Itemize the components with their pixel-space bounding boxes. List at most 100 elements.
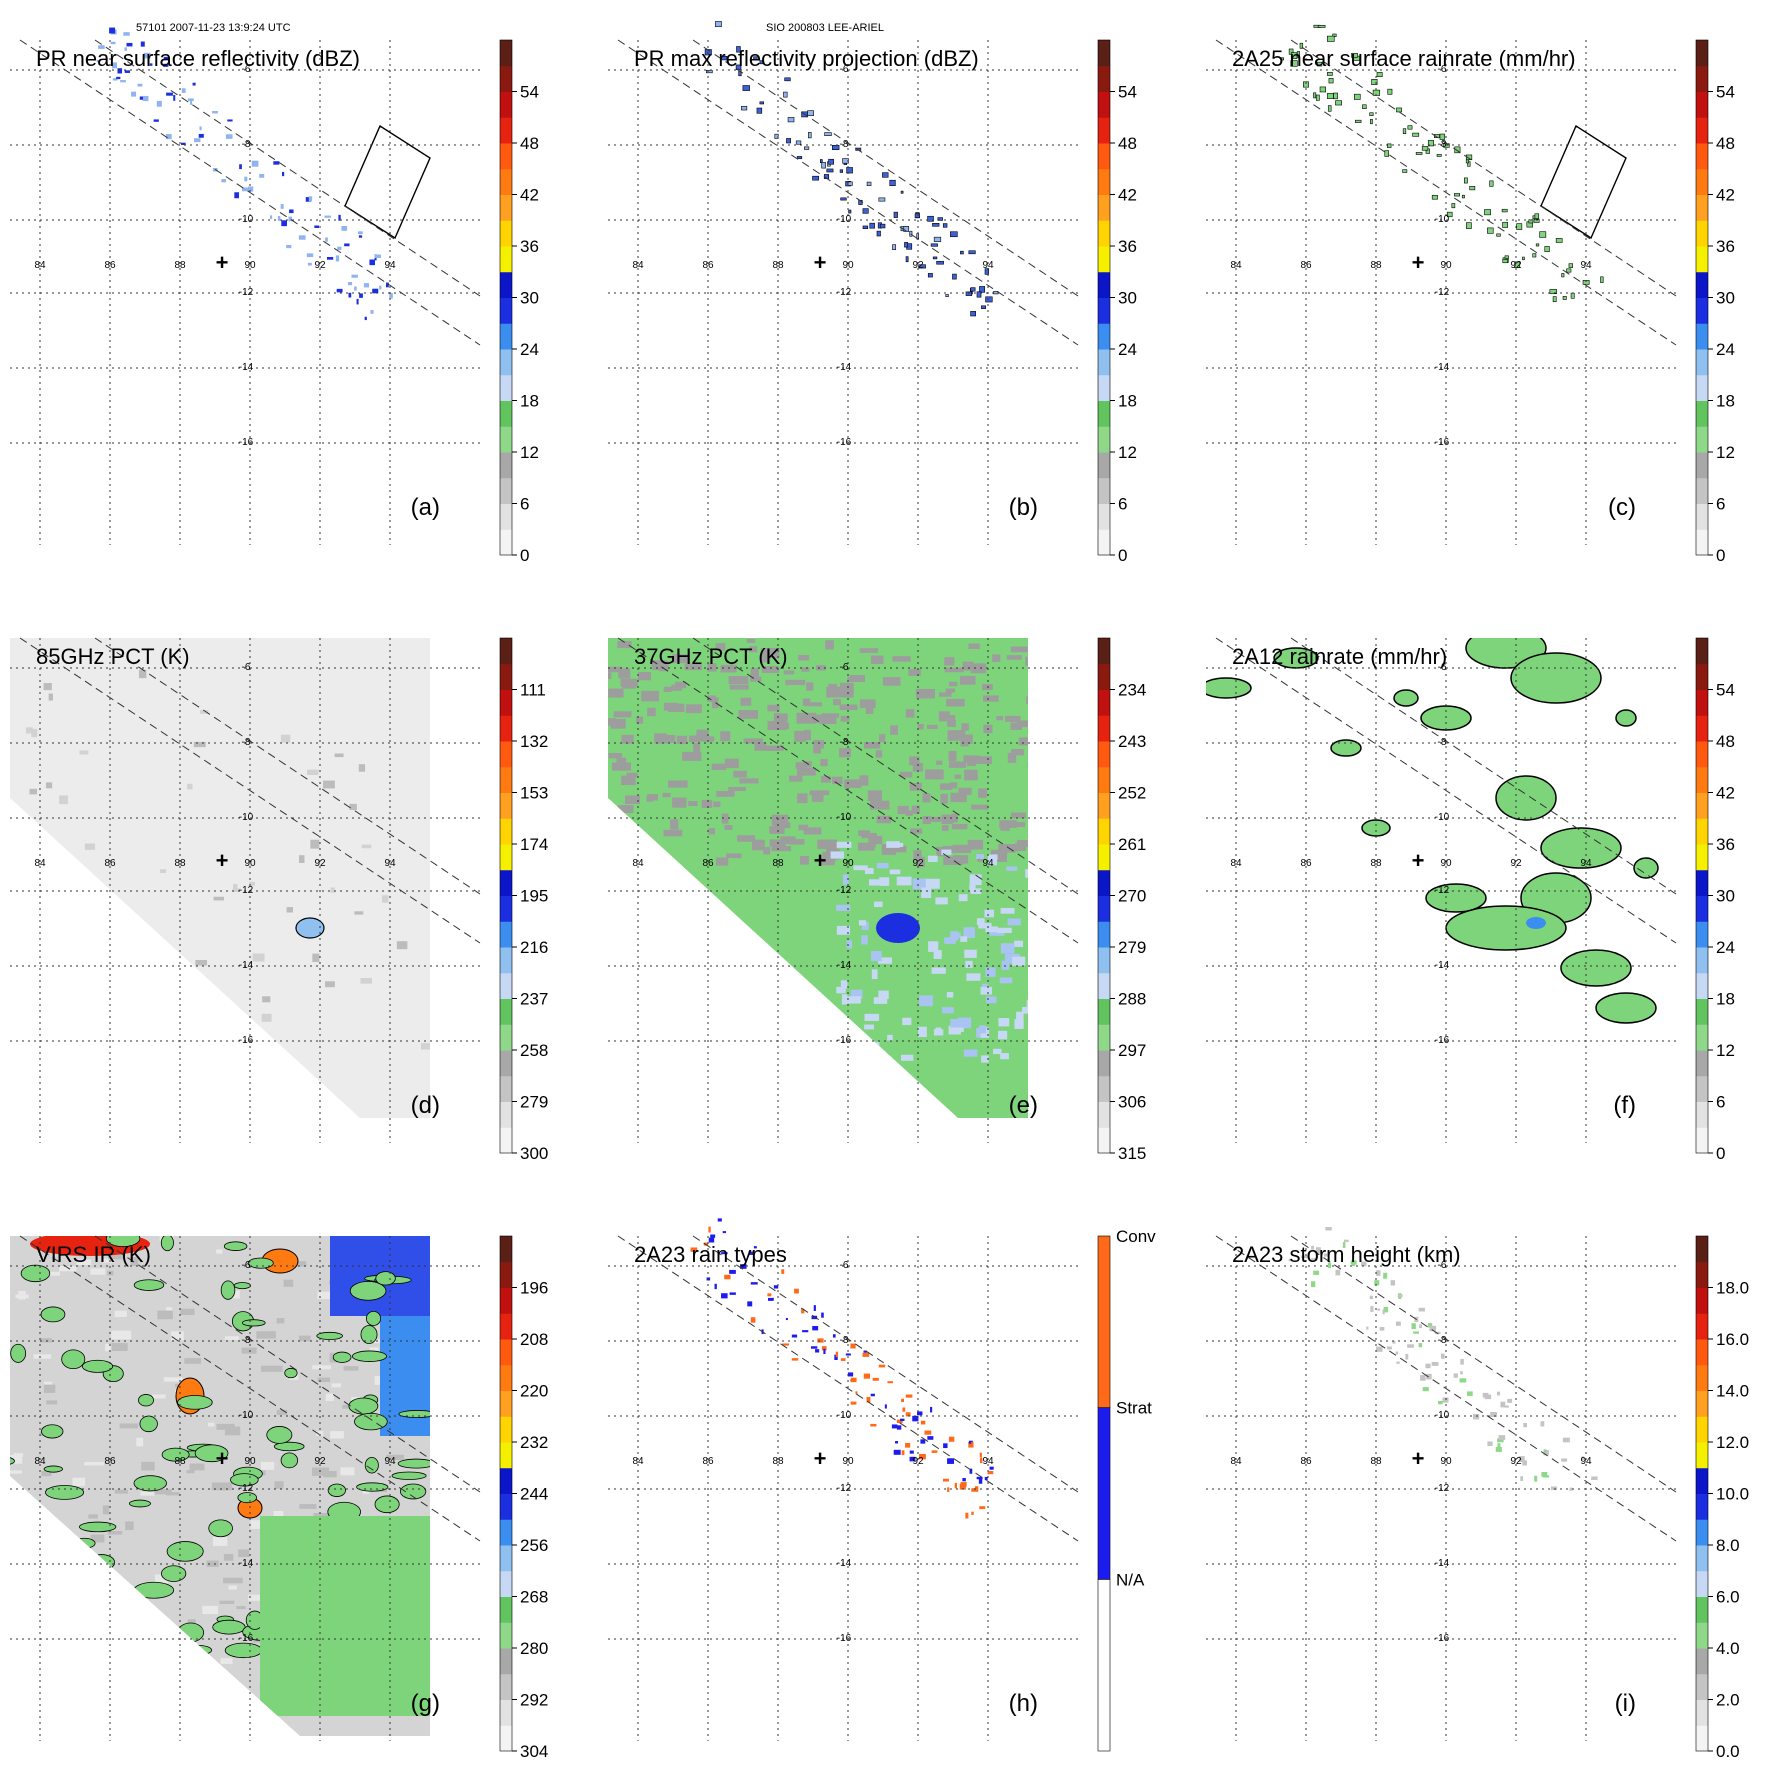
warm-cell [974,756,992,764]
colorbar-step [1098,818,1110,845]
colorbar-step [500,246,512,273]
cold-cell [1043,940,1057,944]
colorbar-tick-label: 196 [520,1279,548,1298]
warm-cell [641,690,659,702]
rain-pixel [1419,1324,1423,1329]
rain-pixel [920,1439,926,1444]
rain-pixel [989,1466,994,1470]
rain-pixel [855,1391,858,1395]
cold-cell [864,1013,880,1022]
rain-pixel [721,1252,728,1255]
panel-title: 85GHz PCT (K) [36,644,190,669]
colorbar-step [1696,143,1708,170]
rain-pixel [142,95,149,102]
colorbar-tick-label: 300 [520,1144,548,1163]
ir-texture [72,1477,86,1487]
colorbar-step [1696,1075,1708,1102]
rain-pixel [137,83,143,87]
header-granule-time: 57101 2007-11-23 13:9:24 UTC [136,22,291,34]
ir-texture [211,1482,233,1491]
cloud-contour [155,1638,170,1649]
rain-pixel [1280,57,1285,61]
colorbar-tick-label: 16.0 [1716,1330,1749,1349]
cold-cell [985,926,998,933]
cold-cell [853,865,868,871]
colorbar-step [1098,972,1110,999]
longitude-tick-label: 94 [982,1456,994,1467]
warm-cell [950,792,967,803]
rain-pixel [1532,253,1537,258]
rain-pixel [705,70,713,74]
colorbar-step [1696,869,1708,896]
warm-cell [663,829,683,837]
rain-pixel [845,1353,851,1356]
rain-pixel [1454,146,1461,154]
ir-texture [174,1691,190,1698]
colorbar-step [1696,1261,1708,1288]
cloud-cell [307,769,319,776]
cold-cell [917,1026,927,1038]
warm-cell [803,827,822,835]
cloud-cell [45,971,53,977]
rain-pixel [1366,1326,1369,1330]
ir-texture [283,1279,294,1287]
colorbar-step [1098,40,1110,67]
colorbar-tick-label: 243 [1118,732,1146,751]
cloud-contour [364,1456,379,1474]
colorbar: 0 6 12 18 24 30 36 42 48 54 [1097,39,1137,565]
cloud-cell [116,956,123,963]
colorbar: 0 6 12 18 24 30 36 42 48 54 [1695,39,1735,565]
ir-texture [216,1687,231,1694]
colorbar-step [1098,1050,1110,1077]
rain-pixel [954,1482,957,1489]
ir-texture [43,1384,56,1393]
warm-cell [608,753,623,759]
cold-cell [946,992,954,998]
longitude-tick-label: 94 [384,858,396,869]
latitude-tick-label: -16 [239,1633,254,1644]
warm-cell [995,857,1007,862]
rain-pixel [931,1450,938,1453]
rain-pixel [1395,1351,1399,1355]
colorbar-step [1696,194,1708,221]
swath-field [1206,638,1659,1024]
rain-pixel [905,1394,913,1398]
ir-texture [184,1358,202,1364]
rain-pixel [1533,218,1540,223]
cloud-cell [79,750,89,755]
ir-texture [223,1577,243,1584]
latitude-tick-label: -10 [1435,214,1450,225]
rain-pixel [869,222,875,229]
warm-cell [949,782,958,789]
ir-texture [343,1366,359,1371]
cold-cell [963,1049,978,1057]
cold-cell [982,983,988,989]
rain-pixel [970,311,976,317]
cold-cell [869,1041,880,1048]
warm-cell [947,719,956,727]
warm-cell [769,826,785,834]
latitude-tick-label: -16 [1435,1633,1450,1644]
colorbar-tick-label: 24 [1118,340,1137,359]
cold-cell [864,1024,875,1030]
cloud-cell [349,803,357,810]
warm-cell [737,835,756,842]
ir-texture [299,1504,317,1509]
rain-pixel [221,179,227,183]
rain-pixel [1335,100,1343,106]
swath-field [10,638,430,1118]
longitude-tick-label: 86 [702,858,714,869]
rain-pixel [767,1297,774,1301]
rain-pixel [817,1338,824,1343]
cloud-contour [284,1367,298,1379]
longitude-tick-label: 88 [174,1456,186,1467]
warm-cell [763,847,771,855]
rain-pixel [359,293,363,298]
rain-pixel [358,231,363,235]
cloud-contour [128,1499,151,1508]
cloud-cell [312,953,320,963]
rain-pixel [801,1308,805,1314]
warm-cell [961,723,969,731]
rain-pixel [187,98,194,101]
rain-pixel [952,273,957,280]
